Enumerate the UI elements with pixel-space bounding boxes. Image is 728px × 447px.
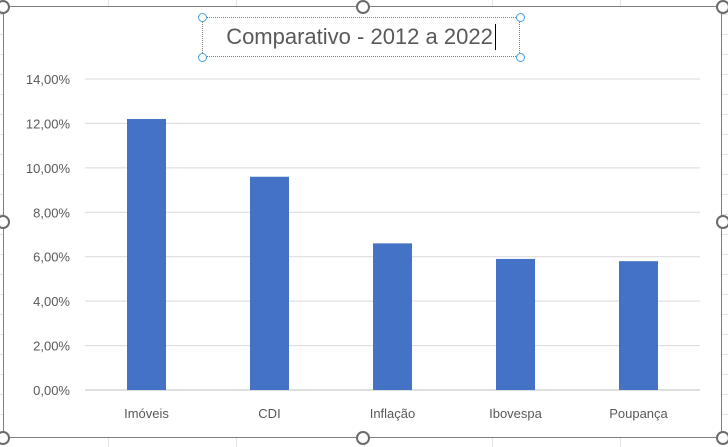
x-tick-label: Ibovespa <box>489 406 543 421</box>
resize-handle-top-center[interactable] <box>356 0 370 14</box>
bars <box>127 118 658 390</box>
resize-handle-bottom-center[interactable] <box>356 431 370 445</box>
bar-1[interactable] <box>250 176 289 390</box>
x-tick-label: Imóveis <box>124 406 169 421</box>
y-tick-label: 0,00% <box>33 383 70 398</box>
chart-area[interactable] <box>3 6 722 438</box>
resize-handle-middle-right[interactable] <box>716 215 728 229</box>
resize-handle-bottom-left[interactable] <box>0 431 10 445</box>
title-handle-bottom-right[interactable] <box>516 53 525 62</box>
y-axis-ticks: 0,00% 2,00% 4,00% 6,00% 8,00% 10,00% 12,00% 14,… <box>26 72 71 398</box>
title-handle-top-left[interactable] <box>198 13 207 22</box>
y-tick-label: 12,00% <box>26 116 71 131</box>
x-tick-label: Inflação <box>370 406 416 421</box>
text-cursor <box>494 24 496 50</box>
chart-title[interactable]: Comparativo - 2012 a 2022 <box>226 24 493 49</box>
y-tick-label: 8,00% <box>33 205 70 220</box>
bar-4[interactable] <box>619 261 658 390</box>
title-handle-bottom-left[interactable] <box>198 53 207 62</box>
y-tick-label: 4,00% <box>33 294 70 309</box>
bar-0[interactable] <box>127 118 166 390</box>
chart-title-box[interactable]: Comparativo - 2012 a 2022 <box>202 17 520 57</box>
y-tick-label: 6,00% <box>33 250 70 265</box>
x-tick-label: CDI <box>258 406 280 421</box>
y-tick-label: 14,00% <box>26 72 71 87</box>
x-axis-ticks: Imóveis CDI Inflação Ibovespa Poupança <box>124 406 668 421</box>
resize-handle-middle-left[interactable] <box>0 215 10 229</box>
resize-handle-bottom-right[interactable] <box>716 431 728 445</box>
bar-3[interactable] <box>496 258 535 390</box>
x-tick-label: Poupança <box>609 406 668 421</box>
title-handle-top-right[interactable] <box>516 13 525 22</box>
bar-2[interactable] <box>373 243 412 390</box>
y-tick-label: 10,00% <box>26 161 71 176</box>
y-tick-label: 2,00% <box>33 339 70 354</box>
resize-handle-top-left[interactable] <box>0 0 10 14</box>
resize-handle-top-right[interactable] <box>716 0 728 14</box>
